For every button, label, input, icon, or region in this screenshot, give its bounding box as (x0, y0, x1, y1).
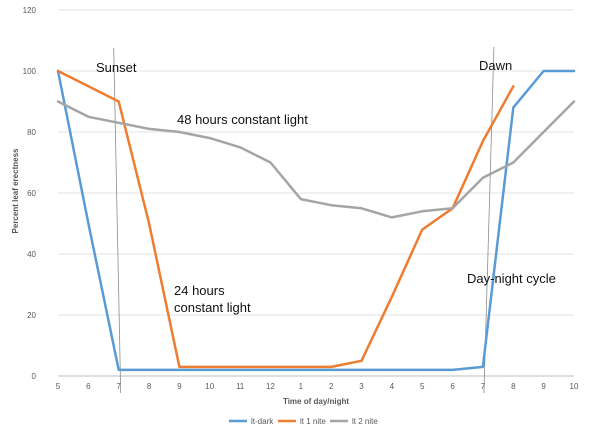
annotation-24-hours-line1: 24 hours (174, 283, 225, 298)
series-line-lt-1-nite (56, 69, 515, 369)
x-tick-label: 5 (56, 382, 61, 391)
legend-label-lt-dark: lt-dark (251, 417, 274, 426)
x-tick-label: 9 (177, 382, 182, 391)
x-tick-label: 10 (570, 382, 579, 391)
series-line-lt-2-nite (56, 100, 576, 219)
x-tick-label: 7 (481, 382, 486, 391)
x-tick-label: 7 (116, 382, 121, 391)
y-axis-title: Percent leaf erectness (11, 148, 20, 233)
legend-label-lt-1-nite: lt 1 nite (300, 417, 326, 426)
x-tick-label: 3 (359, 382, 364, 391)
annotation-48-hours: 48 hours constant light (177, 112, 308, 127)
y-tick-label: 60 (27, 189, 36, 198)
x-tick-label: 11 (236, 382, 245, 391)
y-tick-label: 40 (27, 250, 36, 259)
series-lines (56, 69, 576, 372)
annotation-day-night-cycle: Day-night cycle (467, 271, 556, 286)
x-tick-labels: 5 6 7 8 9 10 11 12 1 2 3 4 5 6 7 8 9 10 (56, 382, 579, 391)
x-axis-title: Time of day/night (283, 397, 349, 406)
series-line-lt-dark (56, 69, 576, 372)
x-tick-label: 5 (420, 382, 425, 391)
x-tick-label: 6 (450, 382, 455, 391)
x-tick-label: 12 (266, 382, 275, 391)
y-tick-labels: 0 20 40 60 80 100 120 (23, 6, 37, 381)
x-tick-label: 8 (147, 382, 152, 391)
annotation-24-hours-line2: constant light (174, 300, 251, 315)
x-tick-label: 10 (205, 382, 214, 391)
y-tick-label: 0 (32, 372, 37, 381)
y-tick-label: 20 (27, 311, 36, 320)
legend: lt-dark lt 1 nite lt 2 nite (229, 417, 378, 426)
y-tick-label: 100 (23, 67, 37, 76)
legend-label-lt-2-nite: lt 2 nite (352, 417, 378, 426)
x-tick-label: 6 (86, 382, 91, 391)
x-tick-label: 8 (511, 382, 516, 391)
y-tick-label: 80 (27, 128, 36, 137)
x-tick-label: 9 (541, 382, 546, 391)
annotation-sunset: Sunset (96, 60, 137, 75)
sunset-marker-line (113, 47, 122, 394)
x-tick-label: 4 (390, 382, 395, 391)
annotation-dawn: Dawn (479, 58, 512, 73)
y-tick-label: 120 (23, 6, 37, 15)
gridlines (58, 9, 574, 377)
x-tick-label: 2 (329, 382, 334, 391)
x-tick-label: 1 (299, 382, 304, 391)
